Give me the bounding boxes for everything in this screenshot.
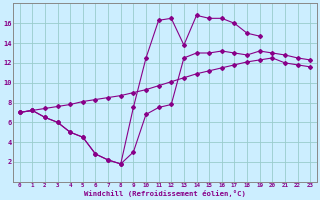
X-axis label: Windchill (Refroidissement éolien,°C): Windchill (Refroidissement éolien,°C) bbox=[84, 190, 246, 197]
